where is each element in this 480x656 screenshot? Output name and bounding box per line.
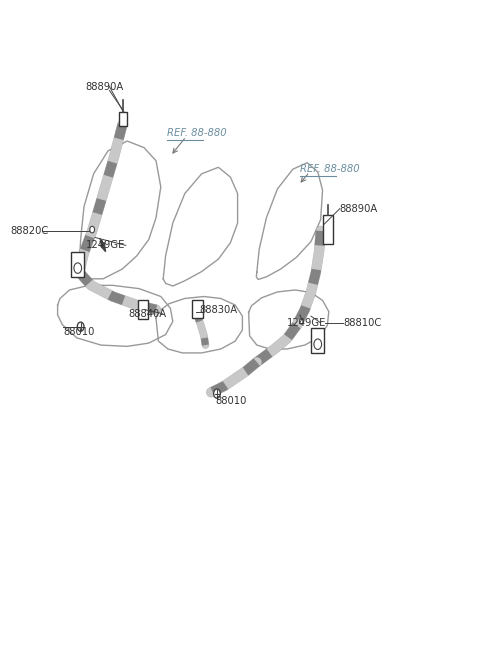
Text: 88830A: 88830A	[199, 304, 237, 315]
Circle shape	[300, 319, 303, 324]
Text: 88890A: 88890A	[340, 203, 378, 214]
FancyArrow shape	[100, 240, 106, 252]
Text: 1249GE: 1249GE	[287, 318, 326, 328]
Text: 88810C: 88810C	[343, 318, 382, 328]
Circle shape	[214, 389, 220, 398]
Bar	[323, 215, 333, 244]
Text: 88010: 88010	[215, 396, 246, 407]
Polygon shape	[249, 290, 329, 349]
Text: 88010: 88010	[63, 327, 95, 337]
Polygon shape	[58, 285, 173, 346]
Polygon shape	[163, 167, 238, 286]
Circle shape	[74, 263, 82, 274]
Text: 88820C: 88820C	[11, 226, 49, 236]
Text: 88890A: 88890A	[85, 81, 124, 92]
Bar	[138, 300, 148, 319]
Bar	[119, 112, 127, 126]
Bar	[192, 300, 203, 318]
Text: REF. 88-880: REF. 88-880	[167, 127, 227, 138]
Circle shape	[77, 322, 84, 331]
Polygon shape	[76, 141, 161, 279]
Polygon shape	[156, 297, 242, 353]
Bar	[71, 252, 84, 277]
Text: 88840A: 88840A	[129, 308, 167, 319]
Polygon shape	[256, 163, 323, 279]
Text: REF. 88-880: REF. 88-880	[300, 164, 360, 174]
Text: 1249GE: 1249GE	[85, 240, 125, 251]
Circle shape	[314, 339, 322, 350]
Circle shape	[90, 226, 95, 233]
Bar	[311, 328, 324, 353]
